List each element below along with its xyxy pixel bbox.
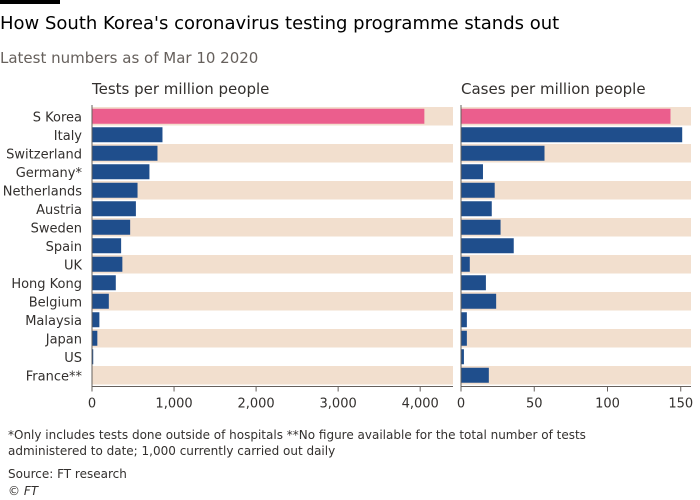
- panel-title-tests: Tests per million people: [92, 80, 270, 98]
- cases-bar-austria: [461, 201, 492, 217]
- x-tick-label: 0: [457, 397, 465, 412]
- tests-bar-germany: [92, 164, 150, 180]
- cases-bar-hong-kong: [461, 275, 486, 291]
- category-label: Germany*: [16, 166, 83, 181]
- row-band: [461, 329, 691, 348]
- category-label: Japan: [45, 332, 82, 347]
- x-tick-label: 50: [526, 397, 543, 412]
- cases-bar-us: [461, 349, 464, 365]
- row-band: [92, 329, 453, 348]
- tests-bar-uk: [92, 256, 123, 272]
- row-band: [461, 366, 691, 385]
- category-label: Netherlands: [3, 184, 82, 199]
- category-label: S Korea: [33, 110, 82, 125]
- category-label: Austria: [36, 203, 82, 218]
- x-tick-label: 2,000: [237, 397, 274, 412]
- panel-title-cases: Cases per million people: [461, 80, 646, 98]
- category-label: Belgium: [29, 295, 82, 310]
- cases-bar-netherlands: [461, 182, 495, 198]
- cases-bar-malaysia: [461, 312, 467, 328]
- tests-bar-switzerland: [92, 145, 158, 161]
- x-tick-label: 150: [668, 397, 693, 412]
- x-tick-label: 0: [88, 397, 96, 412]
- cases-bar-belgium: [461, 293, 497, 309]
- category-label: UK: [64, 258, 83, 273]
- cases-bar-s-korea: [461, 108, 671, 124]
- x-tick-label: 4,000: [402, 397, 439, 412]
- row-band: [92, 366, 453, 385]
- x-tick-label: 100: [595, 397, 620, 412]
- cases-bar-france: [461, 367, 489, 383]
- tests-bar-austria: [92, 201, 136, 217]
- row-band: [461, 255, 691, 274]
- tests-bar-us: [92, 349, 94, 365]
- chart-subtitle: Latest numbers as of Mar 10 2020: [0, 49, 259, 67]
- copyright-credit: © FT: [8, 484, 39, 498]
- category-label: US: [64, 351, 82, 366]
- row-band: [461, 181, 691, 200]
- cases-bar-italy: [461, 127, 683, 143]
- cases-bar-switzerland: [461, 145, 545, 161]
- row-band: [92, 255, 453, 274]
- tests-bar-belgium: [92, 293, 109, 309]
- footnote: *Only includes tests done outside of hos…: [8, 428, 586, 458]
- tests-bar-s-korea: [92, 108, 425, 124]
- source-note: Source: FT research: [8, 467, 127, 481]
- category-label: Switzerland: [6, 147, 82, 162]
- category-label: Sweden: [31, 221, 82, 236]
- chart-title: How South Korea's coronavirus testing pr…: [0, 13, 560, 34]
- x-tick-label: 3,000: [320, 397, 357, 412]
- tests-bar-sweden: [92, 219, 131, 235]
- row-band: [92, 144, 453, 163]
- x-tick-label: 1,000: [155, 397, 192, 412]
- tests-bar-netherlands: [92, 182, 138, 198]
- row-band: [461, 292, 691, 311]
- cases-bar-spain: [461, 238, 514, 254]
- cases-bar-germany: [461, 164, 483, 180]
- brand-bar: [0, 0, 60, 4]
- row-band: [92, 292, 453, 311]
- tests-bar-spain: [92, 238, 122, 254]
- bar-chart: S Korea Italy Switzerland Germany* Netherlan…: [3, 105, 693, 412]
- category-label: Hong Kong: [11, 277, 82, 292]
- tests-bar-hong-kong: [92, 275, 116, 291]
- cases-bar-uk: [461, 256, 470, 272]
- cases-bar-japan: [461, 330, 467, 346]
- category-label: Malaysia: [25, 314, 82, 329]
- tests-bar-malaysia: [92, 312, 100, 328]
- tests-bar-italy: [92, 127, 163, 143]
- category-label: France**: [26, 369, 83, 384]
- category-label: Spain: [46, 240, 82, 255]
- cases-bar-sweden: [461, 219, 501, 235]
- row-band: [92, 181, 453, 200]
- category-label: Italy: [54, 129, 83, 144]
- tests-bar-japan: [92, 330, 98, 346]
- row-band: [92, 218, 453, 237]
- row-band: [461, 218, 691, 237]
